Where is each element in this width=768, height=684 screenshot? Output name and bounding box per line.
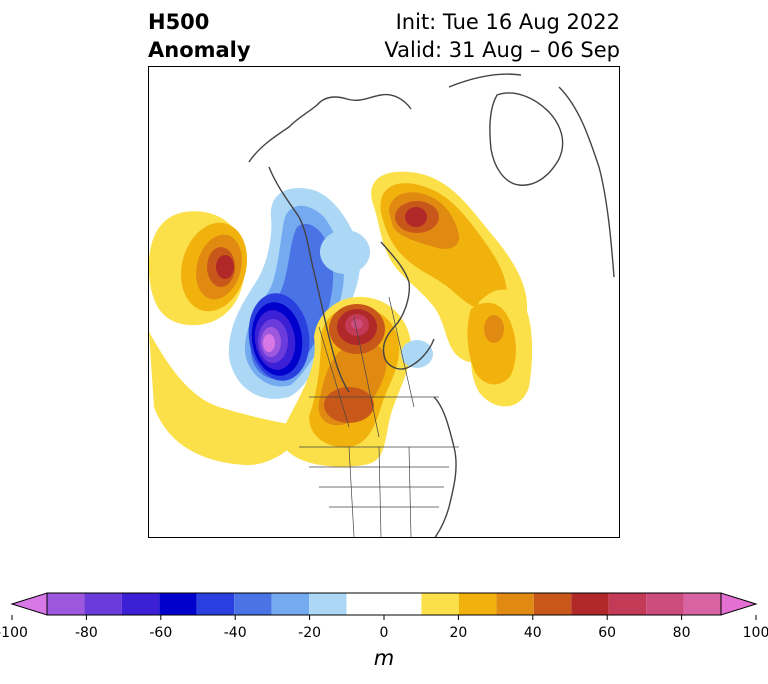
central-ridge-40 (324, 387, 374, 423)
beaufort-trough (320, 230, 370, 274)
colorbar-tick-label: -40 (223, 625, 247, 641)
colorbar-segment (121, 593, 160, 615)
title-line-2: Anomaly (148, 38, 251, 62)
colorbar-tick-label: -60 (149, 625, 173, 641)
atlantic-ridge-30 (484, 315, 504, 343)
colorbar-tick-label: 40 (523, 625, 542, 641)
colorbar-segment (234, 593, 272, 615)
atlantic-ridge-20 (467, 302, 516, 385)
colorbar-segment (533, 593, 572, 615)
colorbar-tick-label: 0 (379, 625, 389, 641)
colorbar-tick-label: 20 (449, 625, 468, 641)
map-title: H500 Anomaly (148, 8, 251, 64)
hudson-bay-coast (380, 241, 435, 370)
colorbar-tick-label: -20 (298, 625, 322, 641)
colorbar-segment (271, 593, 310, 615)
colorbar-segment (421, 593, 459, 615)
labrador-trough (401, 340, 433, 368)
colorbar-segment (608, 593, 647, 615)
colorbar-segment (47, 593, 85, 615)
colorbar-segment (571, 593, 609, 615)
colorbar-segment (309, 593, 347, 615)
us-east-coast (433, 396, 457, 537)
colorbar (10, 592, 758, 620)
colorbar-max-extend (720, 592, 758, 616)
us-interior-borders (299, 446, 459, 537)
colorbar-tick-label: 80 (672, 625, 691, 641)
hudson-ridge-core (351, 319, 363, 329)
colorbar-tick-label: 100 (742, 625, 768, 641)
colorbar-tick-label: -80 (74, 625, 98, 641)
colorbar-tick-label: 60 (598, 625, 617, 641)
pacific-positive-band (149, 332, 304, 466)
title-line-1: H500 (148, 10, 210, 34)
colorbar-segment (458, 593, 497, 615)
canada-province-borders (309, 296, 439, 438)
anomaly-map (149, 73, 615, 537)
north-pacific-ridge-core (216, 255, 234, 279)
map-outlines (248, 73, 615, 537)
colorbar-unit: m (373, 646, 395, 670)
forecast-dates: Init: Tue 16 Aug 2022 Valid: 31 Aug – 06… (384, 8, 620, 64)
colorbar-segment (84, 593, 122, 615)
init-date: Init: Tue 16 Aug 2022 (395, 10, 620, 34)
colorbar-segment (196, 593, 235, 615)
anomaly-fill (149, 171, 533, 467)
colorbar-segment (683, 593, 721, 615)
gulf-alaska-trough-core (263, 334, 275, 352)
valid-range: Valid: 31 Aug – 06 Sep (384, 38, 620, 62)
map-panel (148, 66, 620, 538)
colorbar-segment (646, 593, 684, 615)
canada-west-coast (268, 166, 350, 393)
colorbar-segment (159, 593, 197, 615)
greenland-coast (489, 92, 564, 186)
colorbar-tick-label: -100 (0, 625, 28, 641)
arctic-ridge-core (405, 207, 427, 227)
colorbar-segment (496, 593, 534, 615)
colorbar-min-extend (10, 592, 48, 616)
eurasia-coast (448, 73, 615, 278)
alaska-coast (248, 93, 412, 163)
colorbar-segment (346, 593, 422, 615)
